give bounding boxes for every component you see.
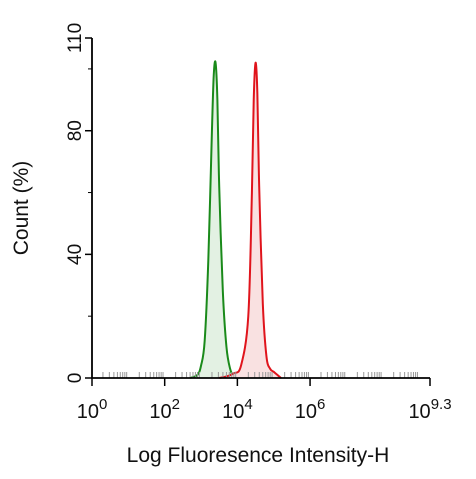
x-minor-ticks <box>102 372 418 378</box>
y-tick-label: 40 <box>65 244 86 265</box>
y-tick-label: 0 <box>65 373 86 384</box>
series-2-area <box>219 62 281 378</box>
x-axis-ticks: 100 102 104 106 109.3 <box>77 378 452 423</box>
y-tick-label: 110 <box>65 23 86 53</box>
x-tick-label: 104 <box>222 396 253 423</box>
series-1-line <box>189 60 238 379</box>
series-layer <box>189 60 282 379</box>
y-axis-ticks: 0 40 80 110 <box>65 23 92 383</box>
x-axis-label: Log Fluoresence Intensity-H <box>127 444 390 467</box>
y-axis-label: Count (%) <box>10 161 33 256</box>
series-1-area <box>190 61 238 378</box>
x-tick-label: 100 <box>77 396 108 423</box>
series-2-line <box>218 61 282 379</box>
y-tick-label: 80 <box>65 120 86 141</box>
x-tick-label: 102 <box>149 396 180 423</box>
x-tick-label: 106 <box>295 396 326 423</box>
x-tick-label: 109.3 <box>408 396 451 423</box>
